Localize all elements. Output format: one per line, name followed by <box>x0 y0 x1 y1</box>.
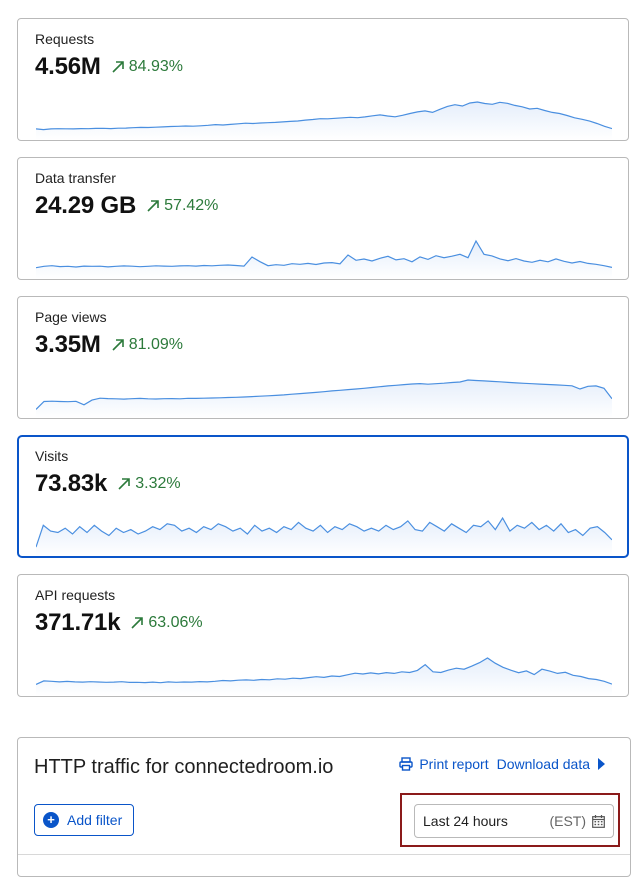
metric-change: 84.93% <box>111 58 183 76</box>
metric-value: 3.35M <box>35 331 101 358</box>
metric-change: 57.42% <box>146 197 218 215</box>
metric-change-value: 84.93% <box>128 58 183 75</box>
sparkline-area <box>36 102 612 140</box>
metric-row: 4.56M 84.93% <box>35 53 183 81</box>
sparkline <box>36 379 612 418</box>
trend-up-icon <box>112 61 124 73</box>
metric-label: API requests <box>35 587 116 603</box>
trend-up-icon <box>118 478 131 490</box>
metric-value: 371.71k <box>35 609 121 636</box>
sparkline <box>36 516 612 556</box>
caret-right-icon <box>598 758 605 770</box>
metric-value: 73.83k <box>35 470 108 497</box>
metric-row: 3.35M 81.09% <box>35 331 183 359</box>
metric-card-data-transfer[interactable]: Data transfer 24.29 GB 57.42% <box>17 157 629 280</box>
print-report-label: Print report <box>419 756 489 772</box>
sparkline <box>36 239 612 279</box>
sparkline <box>36 101 612 140</box>
metric-label: Visits <box>35 448 69 464</box>
panel-title: HTTP traffic for connectedroom.io <box>34 756 334 778</box>
metric-card-page-views[interactable]: Page views 3.35M 81.09% <box>17 296 629 419</box>
add-filter-label: Add filter <box>67 812 123 828</box>
metric-row: 24.29 GB 57.42% <box>35 192 218 220</box>
metric-change-value: 3.32% <box>135 475 181 492</box>
trend-up-icon <box>147 200 159 212</box>
metric-change: 3.32% <box>117 475 181 493</box>
metric-change: 81.09% <box>111 336 183 354</box>
http-traffic-panel: HTTP traffic for connectedroom.io Print … <box>17 737 631 877</box>
sparkline-line <box>36 379 612 410</box>
sparkline-line <box>36 516 612 548</box>
print-report-link[interactable]: Print report <box>399 756 489 772</box>
metric-change-value: 81.09% <box>128 336 183 353</box>
highlight-outline <box>400 793 620 847</box>
metric-change-value: 63.06% <box>148 614 203 631</box>
metric-change: 63.06% <box>130 614 203 632</box>
printer-icon <box>399 757 414 771</box>
sparkline-area <box>36 658 612 696</box>
timezone-label: (EST) <box>549 813 586 829</box>
trend-up-icon <box>112 339 124 351</box>
date-range-value: Last 24 hours <box>423 813 508 829</box>
metric-value: 24.29 GB <box>35 192 137 219</box>
sparkline-line <box>36 657 612 685</box>
plus-circle-icon: + <box>43 812 59 828</box>
sparkline-area <box>36 518 612 556</box>
metric-row: 371.71k 63.06% <box>35 609 203 637</box>
metric-card-visits[interactable]: Visits 73.83k 3.32% <box>17 435 629 558</box>
metric-label: Data transfer <box>35 170 116 186</box>
metric-value: 4.56M <box>35 53 101 80</box>
sparkline <box>36 657 612 696</box>
metric-card-api-requests[interactable]: API requests 371.71k 63.06% <box>17 574 629 697</box>
date-range-picker[interactable]: Last 24 hours (EST) <box>414 804 614 838</box>
metric-label: Requests <box>35 31 95 47</box>
metric-change-value: 57.42% <box>164 197 219 214</box>
add-filter-button[interactable]: + Add filter <box>34 804 134 836</box>
sparkline-area <box>36 380 612 418</box>
metric-label: Page views <box>35 309 107 325</box>
metric-row: 73.83k 3.32% <box>35 470 181 498</box>
trend-up-icon <box>131 617 144 629</box>
metric-card-requests[interactable]: Requests 4.56M 84.93% <box>17 18 629 141</box>
calendar-icon <box>592 814 605 828</box>
divider <box>18 854 630 855</box>
panel-actions: Print report Download data <box>399 756 606 772</box>
download-data-label: Download data <box>496 756 590 772</box>
sparkline-line <box>36 239 612 269</box>
sparkline-line <box>36 101 612 131</box>
download-data-link[interactable]: Download data <box>497 756 606 772</box>
sparkline-area <box>36 241 612 279</box>
